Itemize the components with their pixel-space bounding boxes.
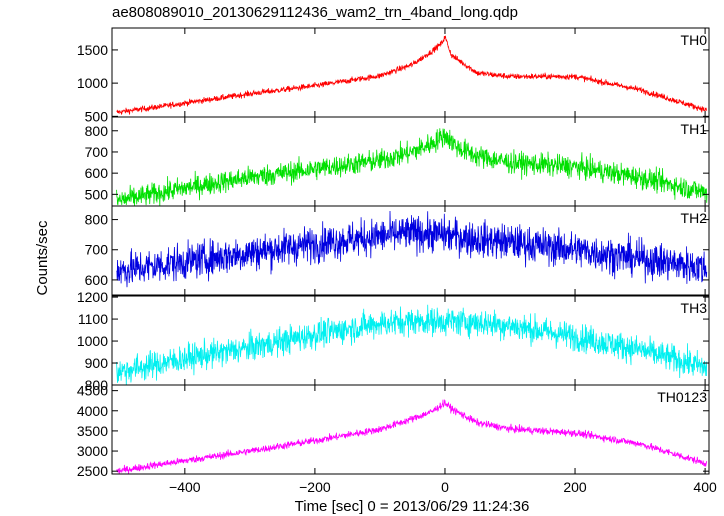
panel-label: TH1 bbox=[681, 121, 708, 137]
y-tick-label: 600 bbox=[85, 272, 109, 288]
panel-frame bbox=[111, 116, 710, 207]
panels-group: 500 1000 1500 TH0 500 600 700 800 TH1 600 700 800 TH… bbox=[77, 27, 710, 479]
y-tick-label: 500 bbox=[85, 108, 109, 124]
x-tick-label: 400 bbox=[693, 479, 717, 495]
y-tick-label: 4000 bbox=[77, 403, 108, 419]
y-tick-label: 900 bbox=[85, 355, 109, 371]
panel-label: TH2 bbox=[681, 210, 708, 226]
panel-label: TH3 bbox=[681, 300, 708, 316]
panel-frame bbox=[111, 384, 710, 475]
y-tick-label: 500 bbox=[85, 186, 109, 202]
series-line-th3 bbox=[116, 304, 708, 385]
series-line-th1 bbox=[116, 128, 708, 206]
panel-th3: 800 900 1000 1100 1200 TH3 bbox=[77, 289, 710, 393]
y-tick-label: 4500 bbox=[77, 383, 108, 399]
panel-th0123: 2500 3000 3500 4000 4500 TH0123 bbox=[77, 383, 710, 479]
panel-frame bbox=[111, 205, 710, 296]
series-line-th0 bbox=[116, 35, 708, 115]
x-tick-label: 200 bbox=[563, 479, 587, 495]
panel-th0: 500 1000 1500 TH0 bbox=[77, 27, 710, 124]
y-tick-label: 600 bbox=[85, 165, 109, 181]
y-tick-label: 800 bbox=[85, 212, 109, 228]
x-tick-label: 0 bbox=[441, 479, 449, 495]
chart-title: ae808089010_20130629112436_wam2_trn_4ban… bbox=[112, 4, 518, 21]
y-tick-label: 700 bbox=[85, 242, 109, 258]
panel-th1: 500 600 700 800 TH1 bbox=[85, 116, 710, 207]
y-tick-label: 800 bbox=[85, 377, 109, 393]
y-tick-label: 1200 bbox=[77, 289, 108, 305]
y-tick-label: 3500 bbox=[77, 423, 108, 439]
y-tick-label: 1500 bbox=[77, 42, 108, 58]
y-tick-label: 1100 bbox=[78, 311, 108, 327]
panel-frame bbox=[111, 27, 710, 118]
y-tick-label: 1000 bbox=[77, 75, 108, 91]
panel-label: TH0 bbox=[681, 32, 708, 48]
y-tick-label: 1000 bbox=[77, 333, 108, 349]
panel-th2: 600 700 800 TH2 bbox=[85, 205, 710, 296]
y-tick-label: 700 bbox=[85, 144, 109, 160]
y-tick-label: 2500 bbox=[77, 463, 108, 479]
y-axis-label: Counts/sec bbox=[34, 220, 51, 296]
x-tick-label: −400 bbox=[169, 479, 201, 495]
x-ticks-group: −400 −200 0 200 400 bbox=[169, 479, 717, 495]
series-line-th2 bbox=[116, 210, 708, 288]
x-tick-label: −200 bbox=[299, 479, 331, 495]
y-tick-label: 800 bbox=[85, 123, 109, 139]
x-axis-label: Time [sec] 0 = 2013/06/29 11:24:36 bbox=[295, 498, 530, 515]
y-tick-label: 3000 bbox=[77, 443, 108, 459]
series-line-th0123 bbox=[116, 399, 708, 474]
panel-label: TH0123 bbox=[657, 389, 707, 405]
